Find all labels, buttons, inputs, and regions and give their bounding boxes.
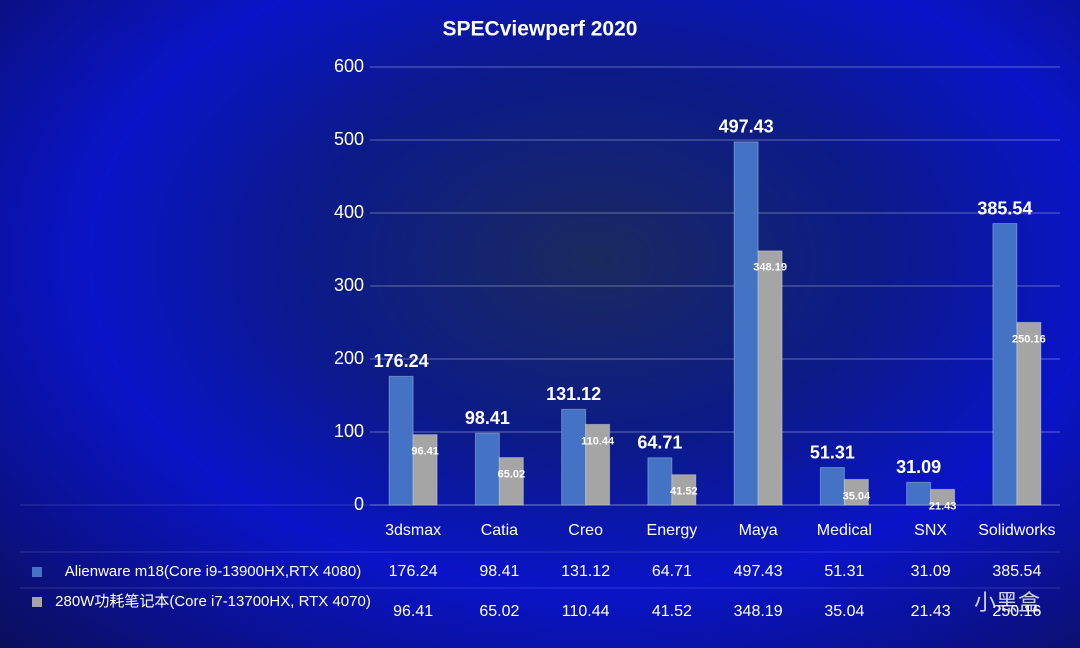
- value-label: 31.09: [896, 457, 941, 477]
- y-tick-label: 0: [354, 494, 364, 514]
- x-tick-label: Catia: [481, 522, 518, 539]
- legend-key: [32, 597, 42, 607]
- value-label: 110.44: [581, 435, 615, 447]
- table-value: 110.44: [562, 603, 610, 620]
- bar: [757, 250, 783, 506]
- bar: [906, 481, 932, 506]
- x-tick-label: Energy: [647, 522, 698, 539]
- bar: [930, 488, 956, 506]
- y-tick-label: 300: [334, 275, 364, 295]
- bar: [585, 423, 611, 506]
- table-value: 31.09: [911, 563, 951, 580]
- table-value: 35.04: [824, 603, 864, 620]
- table-value: 176.24: [389, 563, 438, 580]
- bar: [733, 141, 759, 506]
- bar: [819, 467, 845, 506]
- bar: [1016, 321, 1042, 506]
- value-label: 64.71: [637, 433, 682, 453]
- table-value: 385.54: [992, 563, 1041, 580]
- table-value: 51.31: [824, 563, 864, 580]
- value-label: 385.54: [977, 198, 1032, 218]
- value-label: 98.41: [465, 408, 510, 428]
- watermark: 小黑盒: [974, 590, 1040, 615]
- value-label: 250.16: [1012, 333, 1046, 345]
- bar: [647, 457, 673, 506]
- x-tick-label: Creo: [568, 522, 603, 539]
- table-value: 65.02: [479, 603, 519, 620]
- value-label: 51.31: [810, 442, 855, 462]
- value-label: 348.19: [753, 262, 787, 274]
- table-value: 64.71: [652, 563, 692, 580]
- y-tick-label: 600: [334, 56, 364, 76]
- bar: [671, 474, 697, 506]
- value-label: 176.24: [374, 351, 429, 371]
- x-tick-label: Maya: [739, 522, 778, 539]
- table-value: 348.19: [734, 603, 783, 620]
- bar: [474, 432, 500, 506]
- chart-title: SPECviewperf 2020: [443, 18, 638, 41]
- x-tick-label: Solidworks: [978, 522, 1055, 539]
- value-label: 131.12: [546, 384, 601, 404]
- value-label: 35.04: [843, 490, 871, 502]
- y-tick-label: 100: [334, 421, 364, 441]
- legend-label: Alienware m18(Core i9-13900HX,RTX 4080): [64, 563, 362, 580]
- table-value: 96.41: [393, 603, 433, 620]
- value-label: 96.41: [411, 446, 439, 458]
- legend-key: [32, 567, 42, 577]
- table-value: 21.43: [911, 603, 951, 620]
- table-value: 98.41: [479, 563, 519, 580]
- bar: [561, 408, 587, 506]
- legend-label: 280W功耗笔记本(Core i7-13700HX, RTX 4070): [55, 593, 371, 610]
- y-tick-label: 200: [334, 348, 364, 368]
- bar: [388, 375, 414, 506]
- x-tick-label: SNX: [914, 522, 947, 539]
- value-label: 41.52: [670, 486, 698, 498]
- bar: [843, 478, 869, 506]
- value-label: 21.43: [929, 500, 957, 512]
- x-tick-label: Medical: [817, 522, 872, 539]
- table-value: 131.12: [561, 563, 610, 580]
- x-tick-label: 3dsmax: [385, 522, 441, 539]
- y-tick-label: 500: [334, 129, 364, 149]
- y-tick-label: 400: [334, 202, 364, 222]
- bar: [992, 223, 1018, 506]
- bar: [412, 434, 438, 506]
- table-value: 497.43: [734, 563, 783, 580]
- value-label: 497.43: [719, 117, 774, 137]
- table-value: 41.52: [652, 603, 692, 620]
- table-value: 250.16: [992, 603, 1041, 620]
- bar: [498, 457, 524, 506]
- value-label: 65.02: [498, 468, 526, 480]
